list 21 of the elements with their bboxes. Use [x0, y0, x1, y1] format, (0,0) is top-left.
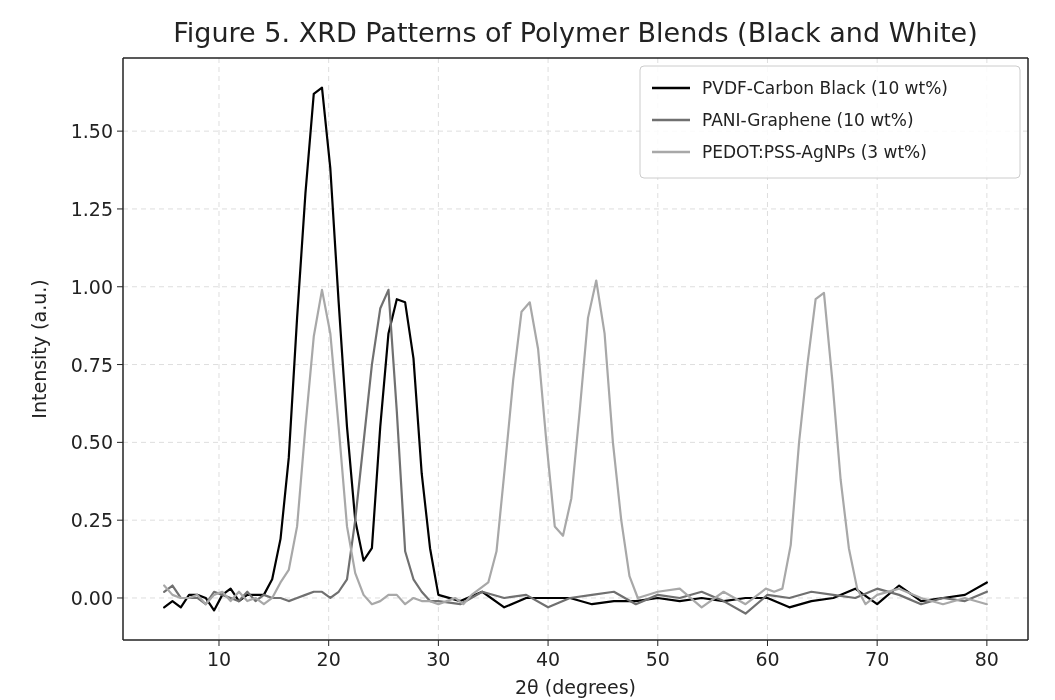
x-tick-label: 50	[645, 648, 670, 670]
x-tick-label: 40	[535, 648, 561, 670]
y-tick-label: 0.75	[70, 353, 113, 376]
legend-label: PVDF-Carbon Black (10 wt%)	[702, 78, 948, 98]
legend-label: PANI-Graphene (10 wt%)	[702, 110, 914, 130]
y-tick-label: 1.50	[70, 120, 113, 143]
y-axis-title: Intensity (a.u.)	[28, 279, 50, 419]
legend-label: PEDOT:PSS-AgNPs (3 wt%)	[702, 142, 927, 162]
y-tick-label: 0.50	[70, 431, 113, 454]
x-axis-title: 2θ (degrees)	[514, 676, 637, 698]
y-tick-label: 0.00	[70, 586, 113, 609]
chart-title: Figure 5. XRD Patterns of Polymer Blends (Black and White)	[173, 17, 978, 48]
x-tick-label: 60	[755, 648, 780, 670]
x-tick-label: 10	[206, 648, 232, 670]
y-tick-label: 1.00	[70, 275, 113, 298]
x-tick-label: 70	[865, 648, 890, 670]
x-tick-label: 20	[316, 648, 341, 670]
y-tick-label: 0.25	[70, 509, 113, 532]
x-tick-label: 30	[426, 648, 451, 670]
y-tick-label: 1.25	[70, 197, 113, 220]
x-tick-label: 80	[974, 648, 999, 670]
